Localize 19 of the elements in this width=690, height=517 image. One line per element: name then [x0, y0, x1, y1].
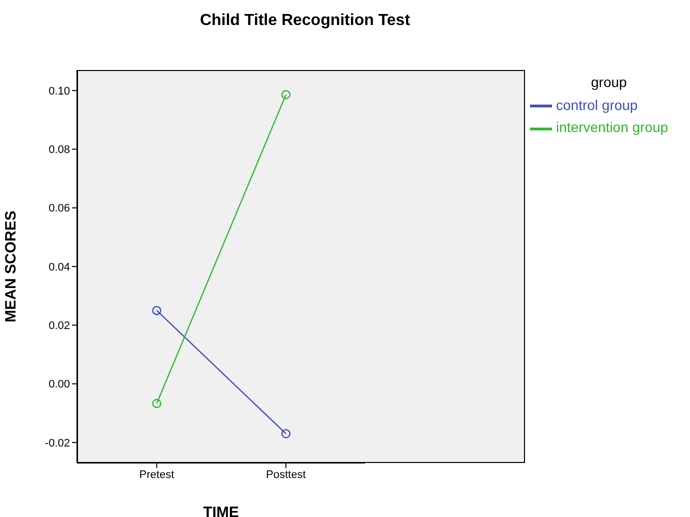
y-tick-label: 0.06: [48, 202, 70, 215]
point: [152, 398, 162, 408]
legend-label: control group: [556, 97, 638, 113]
y-tick-label: 0.10: [48, 85, 70, 98]
y-tick-label: -0.02: [44, 437, 70, 450]
chart-title: Child Title Recognition Test: [198, 12, 412, 30]
legend-title: group: [591, 74, 627, 90]
point: [152, 306, 162, 316]
point: [281, 429, 291, 438]
y-tick-label: 0.04: [48, 261, 70, 274]
legend-label: intervention group: [556, 119, 668, 136]
y-tick-label: 0.00: [48, 378, 70, 391]
y-tick-label: 0.08: [48, 144, 70, 156]
x-tick-label: Posttest: [266, 468, 306, 481]
y-axis-title: MEAN SCORES: [2, 210, 20, 322]
y-tick-label: 0.02: [48, 320, 70, 332]
x-axis-title: TIME: [203, 504, 239, 517]
x-tick-label: Pretest: [139, 468, 174, 481]
point: [281, 90, 291, 100]
